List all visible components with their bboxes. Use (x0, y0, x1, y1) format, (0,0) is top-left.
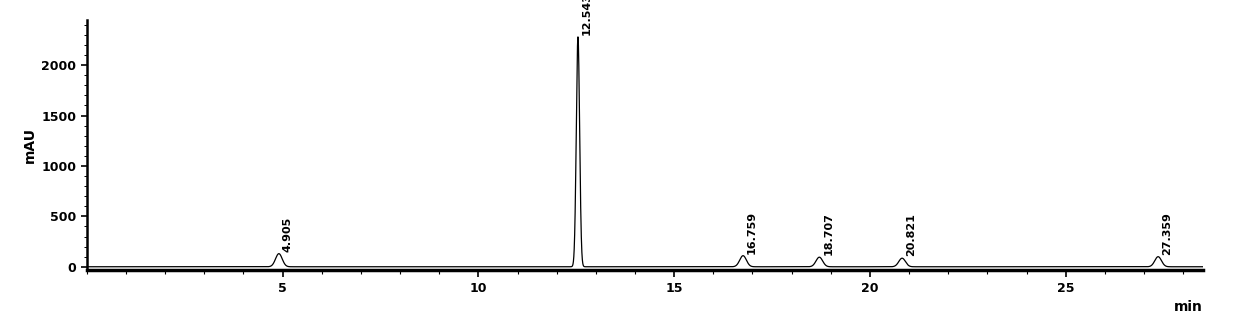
Text: 16.759: 16.759 (746, 211, 756, 254)
Text: min: min (1174, 300, 1203, 314)
Text: 20.821: 20.821 (906, 213, 916, 256)
Text: 12.543: 12.543 (582, 0, 591, 35)
Text: 18.707: 18.707 (823, 212, 833, 255)
Text: 4.905: 4.905 (283, 216, 293, 252)
Y-axis label: mAU: mAU (24, 127, 37, 163)
Text: 27.359: 27.359 (1162, 212, 1172, 255)
